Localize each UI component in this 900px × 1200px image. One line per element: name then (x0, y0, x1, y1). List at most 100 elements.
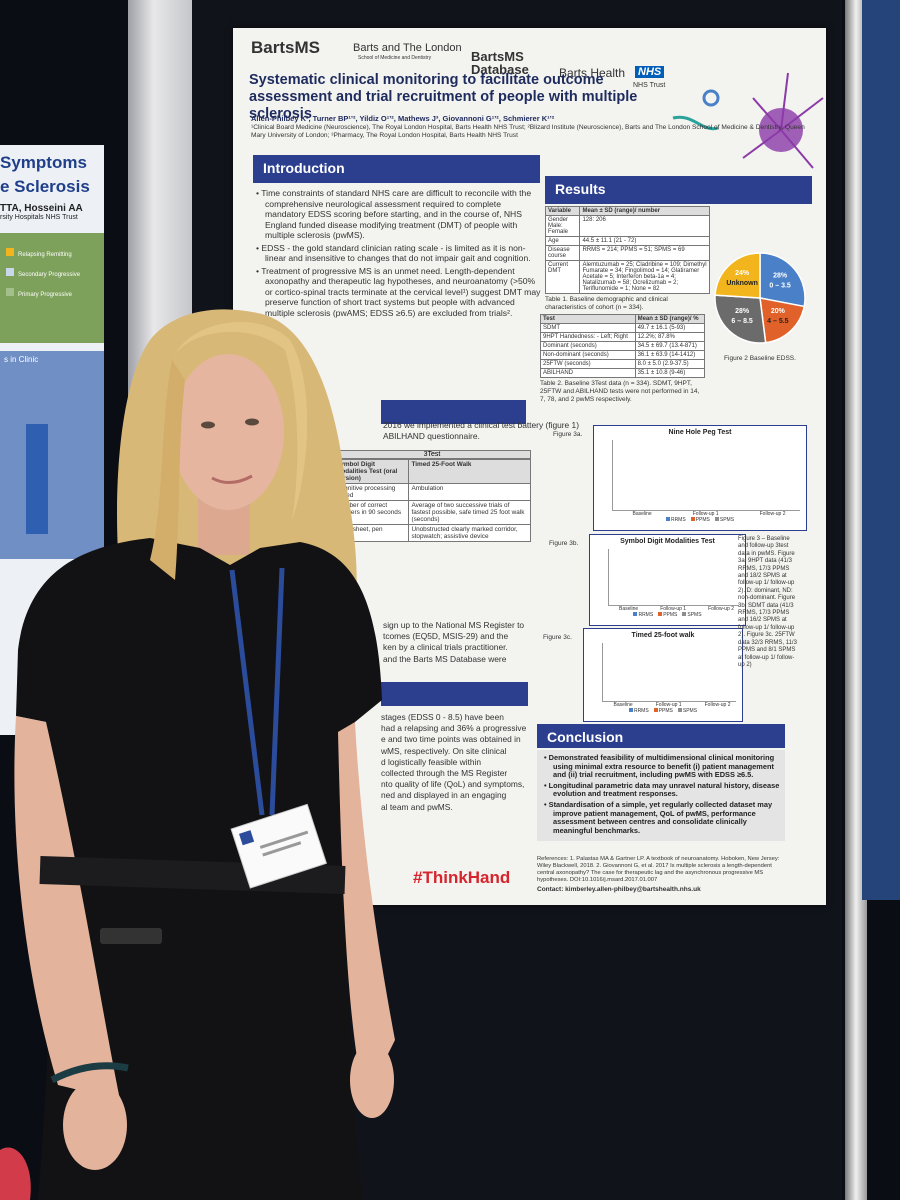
text-line: 2016 we implemented a clinical test batt… (383, 420, 579, 430)
figure-title: Nine Hole Peg Test (668, 429, 732, 436)
table-cell: Current DMT (544, 260, 581, 294)
table-cell: 44.5 ± 11.1 (21 - 72) (579, 236, 710, 246)
table-row: Number of correct answers in 90 seconds A… (332, 500, 531, 525)
x-tick-label: Follow-up 1 (655, 702, 682, 708)
table-cell: Dominant (seconds) (540, 341, 636, 351)
bullet: Demonstrated feasibility of multidimensi… (549, 753, 781, 780)
figure-legend: RRMS PPMS SPMS (584, 708, 742, 714)
x-tick-label: Follow-up 2 (708, 606, 734, 612)
legend-swatch (665, 517, 670, 521)
x-tick-label: Baseline (619, 606, 639, 612)
table-row: Age 44.5 ± 11.1 (21 - 72) (544, 236, 710, 246)
table-row: 25FTW (seconds) 8.0 ± 5.0 (2.9-37.5) (540, 359, 706, 369)
table: Symbol Digit Modalities Test (oral versi… (332, 459, 531, 542)
left-poster-title: Symptoms e Sclerosis (0, 151, 104, 199)
x-tick-label: Baseline (613, 702, 633, 708)
legend-label: Relapsing Remitting (18, 252, 72, 258)
table-cell: RRMS = 214; PPMS = 51; SPMS = 69 (579, 245, 710, 261)
text-line: stages (EDSS 0 - 8.5) have been (381, 712, 504, 722)
logo: BartsMS (251, 38, 320, 57)
figure-caption: Figure 3 – Baseline and follow-up 3test … (738, 536, 797, 668)
table-cell: 9HPT Handedness: - Left; Right (540, 332, 636, 342)
table-header-row: Variable Mean ± SD (range)/ number (544, 206, 710, 216)
table-cell: Age (544, 236, 581, 246)
slice-value-label: 20% (771, 308, 786, 315)
legend-swatch (714, 517, 719, 521)
figure-title: Timed 25-foot walk (631, 632, 695, 639)
table: Variable Mean ± SD (range)/ number Gender … (544, 206, 710, 294)
left-poster: Symptoms e Sclerosis TTA, Hosseini AA rs… (0, 145, 104, 735)
text-line: tcomes (EQ5D, MSIS-29) and the (383, 631, 509, 642)
table-title: 3Test (333, 450, 531, 459)
legend-entry: SPMS (677, 708, 697, 714)
text-line: sign up to the National MS Register to (383, 620, 525, 630)
table-caption: Table 1. Baseline demographic and clinic… (545, 296, 668, 311)
table-cell: ABILHAND (540, 368, 636, 378)
legend-label: PPMS (658, 708, 673, 714)
x-tick-label: Follow-up 1 (660, 606, 687, 612)
figure-label: Figure 3c. (543, 634, 572, 641)
figure-legend: RRMS PPMS SPMS (594, 517, 806, 523)
table-header-cell: Test (540, 314, 636, 324)
table-row: Current DMT Alemtuzumab = 25; Cladribine … (544, 260, 710, 294)
section-heading: Introduction (253, 155, 540, 183)
legend-label: PPMS (695, 517, 710, 523)
figure-frame: Symbol Digit Modalities Test Baseline Foll… (589, 534, 746, 626)
conclusion-text: Demonstrated feasibility of multidimensi… (537, 750, 785, 842)
table-cell: Number of correct answers in 90 seconds (332, 500, 410, 525)
table-caption: Table 2. Baseline 3Test data (n = 334). … (540, 380, 700, 403)
introduction-text: Time constraints of standard NHS care ar… (253, 188, 543, 320)
slice-category-label: 0 – 3.5 (769, 282, 791, 289)
text-line: nto quality of life (QoL) and symptoms, (381, 779, 525, 790)
table-row: ABILHAND 35.1 ± 10.8 (9-46) (540, 368, 706, 378)
table-cell: 12.2%; 87.8% (634, 332, 706, 342)
panel-heading: s in Clinic (4, 355, 39, 364)
x-tick-label: Follow-up 1 (692, 511, 719, 517)
table-cell: 49.7 ± 16.1 (5-93) (634, 323, 706, 333)
text-line: had a relapsing and 36% a progressive (381, 723, 527, 734)
section-heading-bar (381, 400, 526, 424)
neuron-illustration (672, 72, 824, 169)
text-line: collected through the MS Register (381, 768, 508, 779)
board-pole (845, 0, 867, 1200)
legend-entry: SPMS (714, 517, 734, 523)
legend-entry: PPMS (653, 708, 673, 714)
logo-subtitle: School of Medicine and Dentistry (358, 55, 432, 61)
methods-text: sign up to the National MS Register to tc… (383, 620, 524, 665)
poster: BartsMS Barts and The London School of M… (233, 28, 826, 905)
table-cell: SDMT (540, 323, 636, 333)
legend-swatch (6, 248, 14, 256)
legend-swatch (690, 517, 695, 521)
slice-category-label: 6 – 8.5 (731, 318, 753, 325)
table-cell: Alemtuzumab = 25; Cladribine = 109; Dime… (579, 260, 710, 294)
figure-title: Symbol Digit Modalities Test (620, 538, 715, 545)
logo: NHS (635, 66, 665, 78)
table-cell: 25FTW (seconds) (540, 359, 636, 369)
table-cell: 35.1 ± 10.8 (9-46) (634, 368, 706, 378)
left-poster-authors: TTA, Hosseini AA (0, 203, 83, 214)
legend-entry: PPMS (690, 517, 710, 523)
table-header-cell: Symbol Digit Modalities Test (oral versi… (332, 459, 410, 484)
text-line: d logistically feasible within (381, 756, 482, 767)
table-cell: Non-dominant (seconds) (540, 350, 636, 360)
legend-swatch (653, 708, 658, 712)
legend-panel: Relapsing Remitting Secondary Progressive… (0, 233, 104, 343)
title-line: Symptoms (0, 153, 87, 172)
table-cell: 34.5 ± 69.7 (13.4-871) (634, 341, 706, 351)
table-1: Variable Mean ± SD (range)/ number Gender … (544, 206, 710, 312)
legend-label: RRMS (633, 708, 649, 714)
plot-area (612, 440, 800, 511)
x-axis-labels: Baseline Follow-up 1 Follow-up 2 (602, 702, 742, 708)
clinic-panel: s in Clinic (0, 351, 104, 559)
hashtag: #ThinkHand (413, 868, 511, 887)
legend-entry: Secondary Progressive (6, 265, 98, 285)
text-line: wMS, respectively. On site clinical (381, 745, 507, 756)
chart-title: Figure 2 Baseline EDSS. (724, 355, 796, 362)
legend-entry: RRMS (628, 708, 649, 714)
bar (26, 424, 48, 534)
logo: Barts Health (559, 66, 626, 80)
table-header-row: Symbol Digit Modalities Test (oral versi… (332, 459, 531, 484)
table-cell: Cognitive processing speed (332, 483, 410, 501)
references: References: 1. Palastas MA & Gartner LP.… (537, 856, 780, 883)
